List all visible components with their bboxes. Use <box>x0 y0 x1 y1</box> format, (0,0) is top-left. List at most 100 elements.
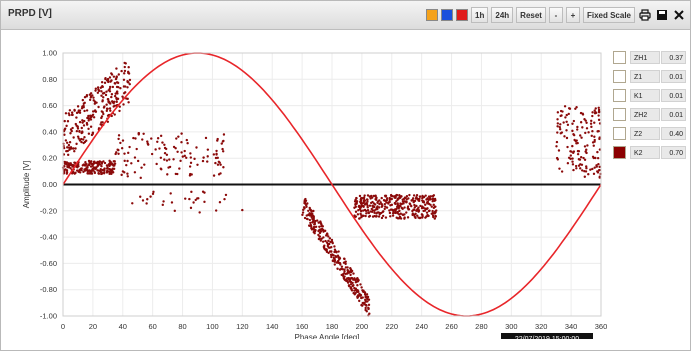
data-point <box>127 66 130 69</box>
red-color-button[interactable] <box>456 9 469 21</box>
data-point <box>555 140 559 144</box>
data-point <box>74 147 77 150</box>
legend-item[interactable]: Z1 0.01 <box>613 70 687 85</box>
data-point <box>349 268 353 271</box>
data-point <box>317 229 321 232</box>
blue-color-button[interactable] <box>441 9 454 21</box>
legend-name: ZH2 <box>630 108 660 121</box>
data-point <box>565 120 568 123</box>
print-icon[interactable] <box>638 7 652 23</box>
data-point <box>100 162 104 165</box>
data-point <box>78 120 82 124</box>
data-point <box>73 172 76 175</box>
data-point <box>579 111 583 115</box>
x-tick-label: 220 <box>386 322 399 331</box>
data-point <box>110 169 113 172</box>
data-point <box>101 84 104 88</box>
data-point <box>143 163 146 166</box>
data-point <box>571 157 574 160</box>
data-point <box>65 172 69 175</box>
legend-swatch[interactable] <box>613 108 626 121</box>
data-point <box>328 237 332 240</box>
data-point <box>83 135 86 139</box>
legend-swatch[interactable] <box>613 89 626 102</box>
fixed-scale-button[interactable]: Fixed Scale <box>582 7 635 23</box>
legend-item[interactable]: K1 0.01 <box>613 89 687 104</box>
legend-item[interactable]: Z2 0.40 <box>613 127 687 142</box>
data-point <box>108 171 112 174</box>
data-point <box>590 125 593 129</box>
data-point <box>87 159 91 163</box>
data-point <box>313 230 316 233</box>
data-point <box>77 170 80 174</box>
zoom-in-button[interactable]: + <box>565 7 580 23</box>
legend-item[interactable]: ZH1 0.37 <box>613 51 687 66</box>
data-point <box>417 206 420 209</box>
legend-swatch[interactable] <box>613 146 626 159</box>
orange-color-button[interactable] <box>426 9 439 21</box>
data-point <box>116 81 120 85</box>
data-point <box>313 222 317 226</box>
data-point <box>398 196 402 199</box>
y-tick-label: -1.00 <box>40 312 57 321</box>
legend-swatch[interactable] <box>613 127 626 140</box>
data-point <box>126 175 129 178</box>
data-point <box>375 215 378 218</box>
data-point <box>381 210 385 214</box>
data-point <box>303 216 307 220</box>
data-point <box>214 156 218 160</box>
data-point <box>576 125 579 129</box>
1h-button[interactable]: 1h <box>471 7 489 23</box>
data-point <box>342 257 346 260</box>
data-point <box>597 129 600 133</box>
data-point <box>72 136 75 139</box>
plot-border <box>62 52 602 317</box>
x-tick-label: 280 <box>475 322 488 331</box>
zoom-out-button[interactable]: - <box>548 7 563 23</box>
data-point <box>167 166 170 169</box>
data-point <box>192 201 195 204</box>
data-point <box>575 139 578 142</box>
data-point <box>318 237 321 241</box>
data-point <box>389 208 393 211</box>
data-point <box>582 156 585 160</box>
data-point <box>363 293 367 296</box>
legend-item[interactable]: ZH2 0.01 <box>613 108 687 123</box>
data-point <box>320 237 323 240</box>
data-point <box>105 164 109 167</box>
data-point <box>596 171 600 174</box>
save-icon[interactable] <box>655 7 669 23</box>
data-point <box>126 86 129 89</box>
legend-swatch[interactable] <box>613 51 626 64</box>
data-point <box>402 202 405 205</box>
y-tick-label: -0.80 <box>40 285 57 294</box>
reset-button[interactable]: Reset <box>516 7 546 23</box>
data-point <box>307 209 310 213</box>
data-point <box>375 212 378 215</box>
data-point <box>556 158 560 161</box>
data-point <box>591 129 594 133</box>
data-point <box>360 215 363 219</box>
data-point <box>314 219 317 223</box>
close-icon[interactable] <box>672 7 686 23</box>
data-point <box>425 211 429 214</box>
legend-item[interactable]: K2 0.70 <box>613 146 687 161</box>
data-point <box>564 116 567 119</box>
data-point <box>359 283 362 286</box>
data-point <box>91 110 95 113</box>
data-point <box>97 169 100 172</box>
data-point <box>176 150 179 153</box>
x-tick-label: 0 <box>61 322 65 331</box>
data-point <box>206 155 209 158</box>
legend-swatch[interactable] <box>613 70 626 83</box>
data-point <box>366 198 369 202</box>
data-point <box>108 90 112 93</box>
data-point <box>355 200 359 203</box>
data-point <box>381 214 385 218</box>
data-point <box>572 151 575 155</box>
data-point <box>198 211 201 214</box>
data-point <box>572 119 576 123</box>
24h-button[interactable]: 24h <box>491 7 514 23</box>
x-tick-label: 120 <box>236 322 249 331</box>
data-point <box>139 195 142 198</box>
